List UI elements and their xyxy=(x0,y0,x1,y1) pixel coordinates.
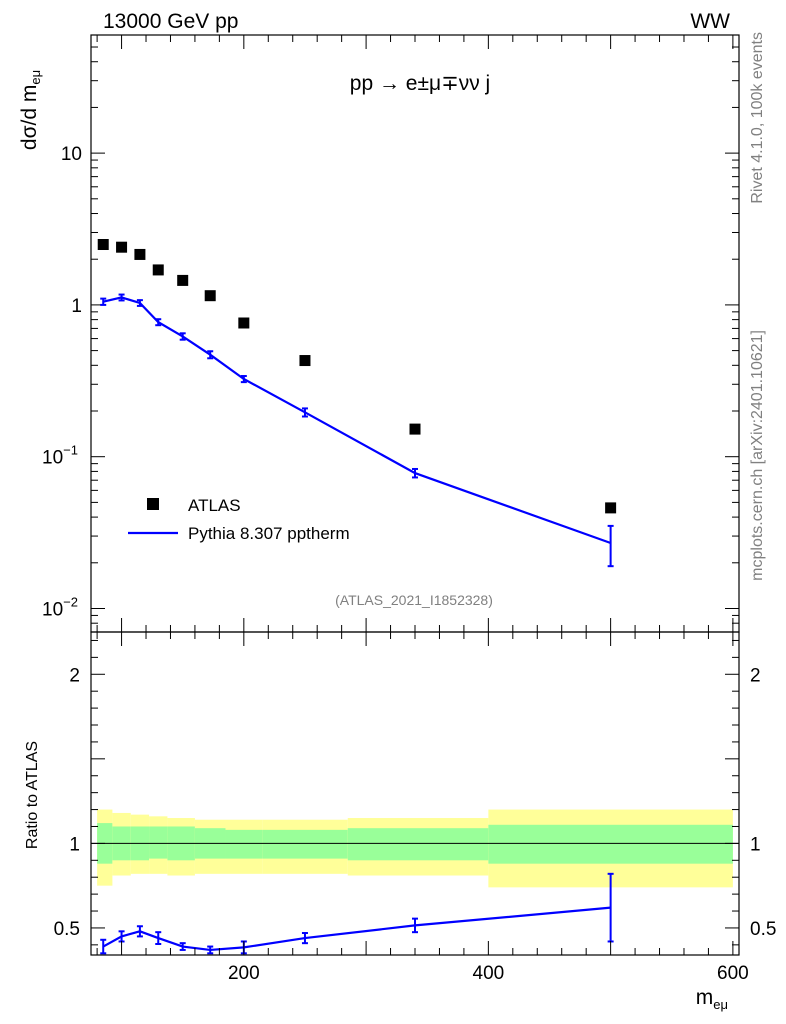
y-axis-label: dσ/d meμ xyxy=(18,70,43,150)
y-tick-label: 10 xyxy=(61,144,82,165)
ratio-y-tick-label: 2 xyxy=(69,665,80,686)
y-axis-label-sub: eμ xyxy=(28,70,43,85)
pythia-line xyxy=(102,296,611,545)
atlas-point xyxy=(299,355,311,367)
rivet-label: Rivet 4.1.0, 100k events xyxy=(749,32,766,204)
x-tick-label: 400 xyxy=(473,963,505,984)
inner-uncertainty-band xyxy=(488,824,733,864)
ratio-y-tick-label-right: 0.5 xyxy=(750,919,776,940)
x-axis-label-main: m xyxy=(696,986,714,1009)
x-axis-label-sub: eμ xyxy=(713,997,728,1012)
x-tick-label: 200 xyxy=(228,963,260,984)
atlas-point xyxy=(116,241,128,253)
ratio-y-label: Ratio to ATLAS xyxy=(24,741,41,849)
atlas-point xyxy=(177,274,189,286)
inner-uncertainty-band xyxy=(262,829,348,859)
ratio-y-tick-label: 0.5 xyxy=(54,919,80,940)
ratio-frame xyxy=(90,631,740,956)
legend-marker-atlas xyxy=(147,498,159,510)
y-tick-label: 10−2 xyxy=(42,594,78,620)
atlas-point xyxy=(409,423,421,435)
x-axis-label: meμ xyxy=(696,986,728,1012)
y-axis-label-main: dσ/d m xyxy=(18,85,41,150)
analysis-label: (ATLAS_2021_I1852328) xyxy=(335,592,493,608)
mcplots-label: mcplots.cern.ch [arXiv:2401.10621] xyxy=(749,330,766,581)
main-series xyxy=(97,239,617,568)
ratio-panel: 0.5 0.5 1 1 2 2 200 400 600 Ratio to ATLAS meμ xyxy=(24,631,776,1012)
legend-label-pythia: Pythia 8.307 pptherm xyxy=(188,524,350,543)
atlas-point xyxy=(134,248,146,260)
ratio-y-tick-label: 1 xyxy=(69,834,80,855)
main-ticks: 10 1 10−1 10−2 xyxy=(42,34,739,633)
plot-title: pp → e±μ∓νν j xyxy=(350,72,490,95)
inner-uncertainty-band xyxy=(225,829,263,859)
header-energy: 13000 GeV pp xyxy=(103,10,238,33)
ratio-bands xyxy=(97,809,733,888)
header-process: WW xyxy=(690,10,730,33)
y-tick-label: 1 xyxy=(71,296,82,317)
atlas-point xyxy=(97,239,109,251)
atlas-point xyxy=(238,317,250,329)
main-panel: 10 1 10−1 10−2 pp → e±μ∓νν j dσ/d meμ ATLAS… xyxy=(18,34,740,633)
inner-uncertainty-band xyxy=(347,828,489,861)
svg-text:dσ/d meμ: dσ/d meμ xyxy=(18,70,43,150)
atlas-point xyxy=(605,502,617,514)
ratio-y-tick-label-right: 2 xyxy=(750,665,761,686)
ratio-line xyxy=(102,906,611,952)
atlas-point xyxy=(204,290,216,302)
x-tick-label: 600 xyxy=(717,963,749,984)
ratio-y-tick-label-right: 1 xyxy=(750,834,761,855)
y-tick-label: 10−1 xyxy=(42,443,78,469)
inner-uncertainty-band xyxy=(149,826,168,859)
legend-label-atlas: ATLAS xyxy=(188,496,241,515)
atlas-point xyxy=(152,264,164,276)
ratio-ticks: 0.5 0.5 1 1 2 2 200 400 600 xyxy=(54,632,776,984)
legend: ATLAS Pythia 8.307 pptherm xyxy=(128,496,350,543)
